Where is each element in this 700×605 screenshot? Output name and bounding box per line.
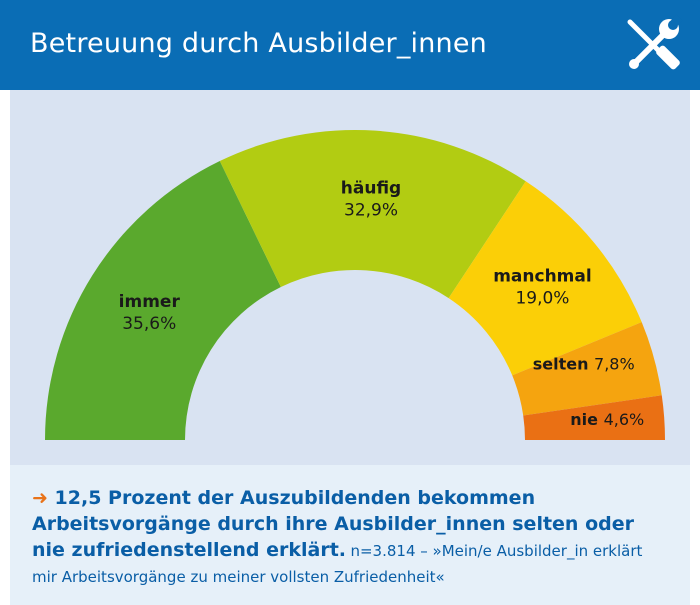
headline-text: 12,5 Prozent der Auszubildenden bekommen… bbox=[32, 487, 634, 561]
slice-nie bbox=[523, 395, 665, 440]
note-block: ➜ 12,5 Prozent der Auszubildenden bekomm… bbox=[32, 485, 672, 590]
slice-value-manchmal: 19,0% bbox=[515, 289, 569, 309]
slice-häufig bbox=[219, 130, 526, 299]
slice-selten bbox=[512, 322, 662, 416]
slice-value-häufig: 32,9% bbox=[344, 201, 398, 221]
slice-label-manchmal: manchmal bbox=[493, 267, 591, 287]
slice-label-nie: nie 4,6% bbox=[570, 410, 644, 429]
slice-value-immer: 35,6% bbox=[122, 314, 176, 334]
slice-label-häufig: häufig bbox=[341, 179, 401, 199]
chart-area: immer 35,6% häufig 32,9% manchmal 19,0% selten… bbox=[10, 90, 690, 465]
footer-note: ➜ 12,5 Prozent der Auszubildenden bekomm… bbox=[10, 465, 690, 605]
slice-immer bbox=[45, 161, 281, 440]
slice-value-selten: 7,8% bbox=[594, 354, 635, 373]
page-title: Betreuung durch Ausbilder_innen bbox=[30, 28, 487, 59]
slice-manchmal bbox=[448, 181, 642, 376]
source-text: n=3.814 – »Mein/e Ausbilder_in erklärt m… bbox=[32, 542, 643, 586]
slice-label-selten: selten 7,8% bbox=[533, 354, 635, 373]
header-bar: Betreuung durch Ausbilder_innen bbox=[0, 0, 700, 90]
slice-value-nie: 4,6% bbox=[604, 410, 645, 429]
arrow-icon: ➜ bbox=[32, 487, 48, 509]
tools-icon bbox=[627, 14, 683, 70]
slice-label-immer: immer bbox=[119, 292, 181, 312]
